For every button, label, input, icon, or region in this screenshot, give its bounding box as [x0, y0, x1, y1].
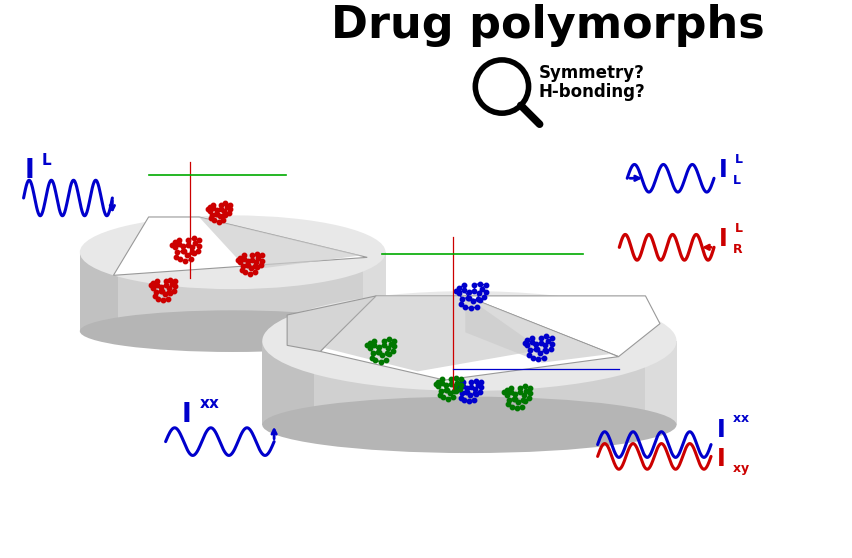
- Text: $\mathbf{I}$: $\mathbf{I}$: [24, 158, 33, 184]
- Text: $\mathbf{L}$: $\mathbf{L}$: [733, 222, 742, 235]
- Polygon shape: [320, 296, 618, 380]
- Polygon shape: [199, 217, 360, 270]
- Text: $\mathbf{I}$: $\mathbf{I}$: [715, 448, 723, 472]
- Polygon shape: [362, 252, 385, 331]
- Text: $\mathbf{L}$: $\mathbf{L}$: [41, 152, 53, 167]
- Text: $\mathbf{L}$: $\mathbf{L}$: [731, 174, 740, 187]
- Text: $\mathbf{I}$: $\mathbf{I}$: [717, 228, 726, 252]
- Ellipse shape: [140, 229, 270, 253]
- Polygon shape: [262, 341, 314, 425]
- Ellipse shape: [262, 397, 676, 453]
- Text: $\mathbf{R}$: $\mathbf{R}$: [731, 243, 742, 256]
- Polygon shape: [287, 296, 376, 352]
- Text: $\mathbf{xy}$: $\mathbf{xy}$: [731, 463, 749, 477]
- Text: $\mathbf{xx}$: $\mathbf{xx}$: [731, 412, 749, 425]
- Polygon shape: [262, 341, 676, 425]
- Text: Drug polymorphs: Drug polymorphs: [331, 4, 764, 47]
- Text: $\mathbf{I}$: $\mathbf{I}$: [715, 418, 723, 442]
- Text: Symmetry?: Symmetry?: [538, 64, 643, 81]
- Polygon shape: [80, 252, 118, 331]
- Polygon shape: [324, 296, 541, 372]
- Polygon shape: [464, 296, 659, 357]
- Ellipse shape: [80, 215, 385, 289]
- Polygon shape: [80, 252, 385, 331]
- Polygon shape: [113, 217, 367, 275]
- Text: $\mathbf{xx}$: $\mathbf{xx}$: [199, 396, 221, 411]
- Ellipse shape: [80, 310, 385, 352]
- Text: H-bonding?: H-bonding?: [538, 84, 644, 102]
- Polygon shape: [645, 341, 676, 425]
- Text: $\mathbf{I}$: $\mathbf{I}$: [181, 402, 191, 428]
- Text: $\mathbf{I}$: $\mathbf{I}$: [717, 158, 726, 182]
- Polygon shape: [464, 296, 609, 363]
- Text: $\mathbf{L}$: $\mathbf{L}$: [733, 153, 742, 166]
- Ellipse shape: [343, 309, 520, 342]
- Ellipse shape: [262, 291, 676, 391]
